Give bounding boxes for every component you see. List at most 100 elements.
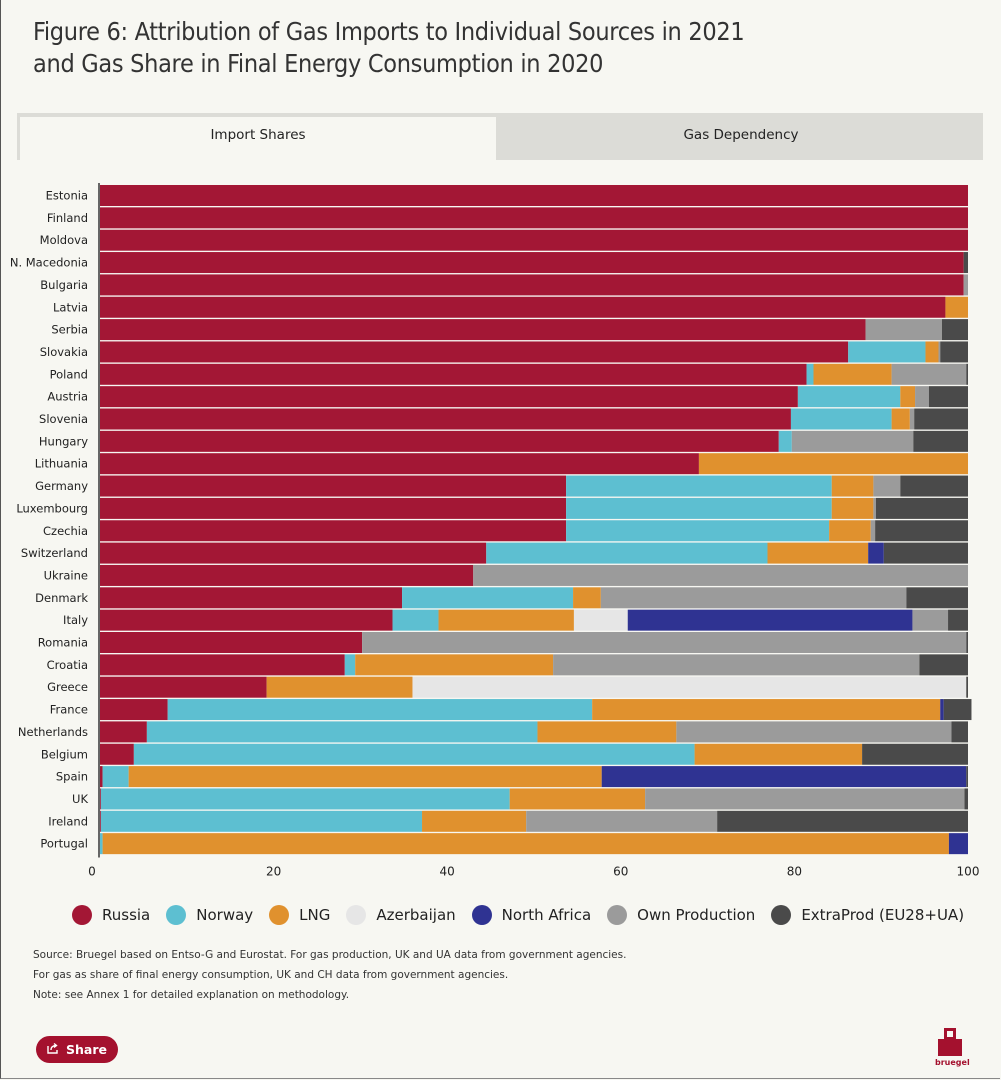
bar-segment-extraprod-eu28-ua[interactable] xyxy=(906,587,968,609)
bar-segment-lng[interactable] xyxy=(813,363,892,385)
bar-segment-extraprod-eu28-ua[interactable] xyxy=(900,475,968,497)
bar-segment-extraprod-eu28-ua[interactable] xyxy=(966,676,968,698)
bar-segment-extraprod-eu28-ua[interactable] xyxy=(963,252,968,274)
bar-segment-russia[interactable] xyxy=(100,766,103,788)
bar-segment-lng[interactable] xyxy=(128,766,602,788)
bar-segment-own-production[interactable] xyxy=(963,274,968,296)
bar-segment-own-production[interactable] xyxy=(915,386,929,408)
bar-segment-russia[interactable] xyxy=(100,408,791,430)
bar-segment-russia[interactable] xyxy=(100,609,393,631)
bar-segment-russia[interactable] xyxy=(100,587,403,609)
legend-item-azerbaijan[interactable]: Azerbaijan xyxy=(346,905,456,925)
bar-segment-own-production[interactable] xyxy=(676,721,952,743)
bar-segment-russia[interactable] xyxy=(100,319,866,341)
bar-segment-own-production[interactable] xyxy=(912,609,949,631)
bar-segment-lng[interactable] xyxy=(945,296,968,318)
bar-segment-lng[interactable] xyxy=(694,743,863,765)
bar-segment-lng[interactable] xyxy=(925,341,939,363)
bar-segment-norway[interactable] xyxy=(133,743,695,765)
legend-item-extraprod-eu28-ua[interactable]: ExtraProd (EU28+UA) xyxy=(771,905,964,925)
bar-segment-own-production[interactable] xyxy=(473,564,968,586)
bar-segment-norway[interactable] xyxy=(100,788,510,810)
bar-segment-russia[interactable] xyxy=(100,542,487,564)
bar-segment-norway[interactable] xyxy=(566,497,832,519)
bar-segment-own-production[interactable] xyxy=(938,341,941,363)
bar-segment-norway[interactable] xyxy=(402,587,574,609)
bar-segment-lng[interactable] xyxy=(891,408,910,430)
bar-segment-own-production[interactable] xyxy=(526,810,718,832)
bar-segment-russia[interactable] xyxy=(100,274,964,296)
bar-segment-extraprod-eu28-ua[interactable] xyxy=(941,319,968,341)
bar-segment-lng[interactable] xyxy=(831,497,874,519)
bar-segment-lng[interactable] xyxy=(831,475,874,497)
bar-segment-russia[interactable] xyxy=(100,743,134,765)
bar-segment-russia[interactable] xyxy=(100,207,968,229)
bar-segment-norway[interactable] xyxy=(566,520,830,542)
bar-segment-lng[interactable] xyxy=(900,386,916,408)
bar-segment-lng[interactable] xyxy=(355,654,554,676)
bar-segment-north-africa[interactable] xyxy=(601,766,967,788)
bar-segment-russia[interactable] xyxy=(100,788,101,810)
bar-segment-norway[interactable] xyxy=(566,475,832,497)
bar-segment-own-production[interactable] xyxy=(873,497,876,519)
bar-segment-own-production[interactable] xyxy=(791,430,914,452)
bar-segment-extraprod-eu28-ua[interactable] xyxy=(951,721,968,743)
bar-segment-russia[interactable] xyxy=(100,296,946,318)
bar-segment-lng[interactable] xyxy=(573,587,601,609)
bar-segment-north-africa[interactable] xyxy=(948,833,968,855)
bar-segment-own-production[interactable] xyxy=(645,788,965,810)
bar-segment-norway[interactable] xyxy=(146,721,538,743)
bar-segment-azerbaijan[interactable] xyxy=(573,609,628,631)
legend-item-own-production[interactable]: Own Production xyxy=(607,905,755,925)
share-button[interactable]: Share xyxy=(36,1036,118,1063)
bar-segment-norway[interactable] xyxy=(797,386,901,408)
bar-segment-norway[interactable] xyxy=(100,810,423,832)
bar-segment-russia[interactable] xyxy=(100,676,267,698)
bar-segment-lng[interactable] xyxy=(509,788,646,810)
bar-segment-russia[interactable] xyxy=(100,430,779,452)
tab-gas-dependency[interactable]: Gas Dependency xyxy=(683,127,799,143)
bar-segment-norway[interactable] xyxy=(102,766,129,788)
bar-segment-own-production[interactable] xyxy=(909,408,915,430)
bar-segment-lng[interactable] xyxy=(698,453,968,475)
bar-segment-extraprod-eu28-ua[interactable] xyxy=(966,766,968,788)
bar-segment-norway[interactable] xyxy=(778,430,792,452)
bar-segment-own-production[interactable] xyxy=(870,520,876,542)
bar-segment-norway[interactable] xyxy=(486,542,768,564)
bar-segment-north-africa[interactable] xyxy=(868,542,884,564)
bar-segment-extraprod-eu28-ua[interactable] xyxy=(966,632,968,653)
bar-segment-extraprod-eu28-ua[interactable] xyxy=(948,609,968,631)
bar-segment-lng[interactable] xyxy=(767,542,869,564)
bar-segment-extraprod-eu28-ua[interactable] xyxy=(928,386,968,408)
legend-item-norway[interactable]: Norway xyxy=(166,905,253,925)
bar-segment-russia[interactable] xyxy=(100,699,168,721)
bar-segment-lng[interactable] xyxy=(438,609,574,631)
bar-segment-russia[interactable] xyxy=(100,229,968,251)
bar-segment-extraprod-eu28-ua[interactable] xyxy=(943,699,972,721)
bar-segment-own-production[interactable] xyxy=(873,475,901,497)
bar-segment-extraprod-eu28-ua[interactable] xyxy=(883,542,968,564)
bar-segment-extraprod-eu28-ua[interactable] xyxy=(862,743,968,765)
bar-segment-own-production[interactable] xyxy=(865,319,942,341)
bar-segment-extraprod-eu28-ua[interactable] xyxy=(913,430,968,452)
bar-segment-north-africa[interactable] xyxy=(627,609,913,631)
legend-item-north-africa[interactable]: North Africa xyxy=(471,905,591,925)
bar-segment-extraprod-eu28-ua[interactable] xyxy=(914,408,968,430)
bar-segment-own-production[interactable] xyxy=(600,587,907,609)
bar-segment-russia[interactable] xyxy=(100,453,699,475)
bar-segment-russia[interactable] xyxy=(100,497,567,519)
bar-segment-extraprod-eu28-ua[interactable] xyxy=(964,788,968,810)
bar-segment-lng[interactable] xyxy=(829,520,871,542)
bar-segment-own-production[interactable] xyxy=(891,363,967,385)
bar-segment-extraprod-eu28-ua[interactable] xyxy=(966,363,968,385)
bar-segment-russia[interactable] xyxy=(100,363,807,385)
bar-segment-norway[interactable] xyxy=(344,654,356,676)
bar-segment-russia[interactable] xyxy=(100,520,567,542)
bar-segment-lng[interactable] xyxy=(422,810,527,832)
bar-segment-own-production[interactable] xyxy=(553,654,920,676)
bar-segment-russia[interactable] xyxy=(100,341,849,363)
bar-segment-extraprod-eu28-ua[interactable] xyxy=(875,497,968,519)
bar-segment-norway[interactable] xyxy=(848,341,926,363)
bar-segment-russia[interactable] xyxy=(100,721,147,743)
bar-segment-russia[interactable] xyxy=(100,654,345,676)
